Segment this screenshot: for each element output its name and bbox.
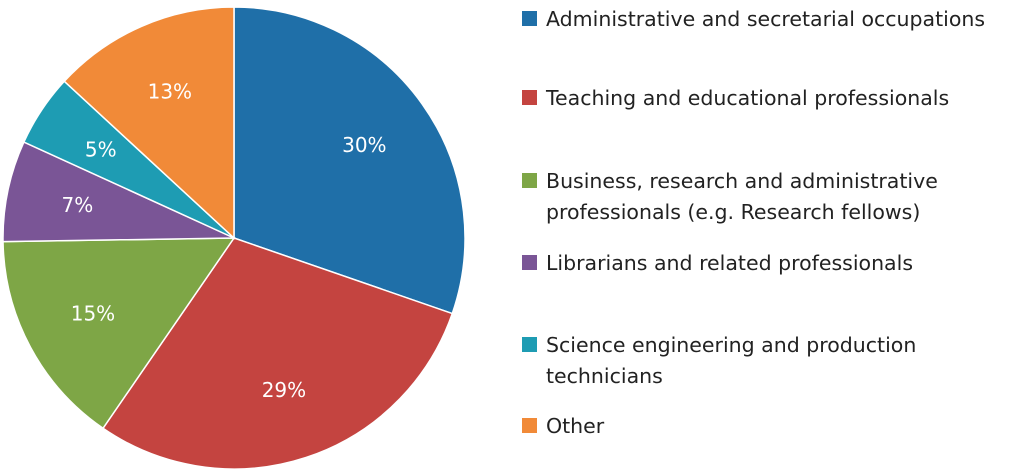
legend-swatch-science [522,337,537,352]
slice-label-teaching: 29% [262,378,306,402]
legend-swatch-administrative [522,11,537,26]
legend-label-librarians: Librarians and related professionals [546,251,913,275]
pie-slice-librarians [2,141,235,243]
legend-label-teaching: Teaching and educational professionals [546,86,950,110]
legend-label-science: Science engineering and production techn… [546,333,917,388]
legend-item-librarians: Librarians and related professionals [522,248,1016,279]
slice-label-administrative: 30% [342,133,386,157]
legend-item-administrative: Administrative and secretarial occupatio… [522,4,1016,35]
legend-label-other: Other [546,414,605,438]
slice-label-librarians: 7% [62,193,94,217]
pie-chart: 30% 29% 15% 7% 5% 13% [2,6,466,470]
pie-slice-labels: 30% 29% 15% 7% 5% 13% [62,79,387,402]
legend-swatch-other [522,418,537,433]
slice-label-business: 15% [71,302,115,326]
legend-swatch-business [522,173,537,188]
legend-swatch-librarians [522,255,537,270]
legend-item-teaching: Teaching and educational professionals [522,83,1016,114]
legend-item-other: Other [522,411,1016,442]
pie-slice-administrative [233,6,466,315]
legend-label-administrative: Administrative and secretarial occupatio… [546,7,986,31]
legend-item-business: Business, research and administrative pr… [522,166,1016,228]
slice-label-other: 13% [148,79,192,103]
pie-slices [2,6,466,470]
slice-label-science: 5% [85,137,117,161]
legend-swatch-teaching [522,90,537,105]
pie-slice-other [63,6,235,240]
legend-item-science: Science engineering and production techn… [522,330,1016,392]
legend-label-business: Business, research and administrative pr… [546,169,938,224]
pie-slice-teaching [101,237,454,470]
pie-slice-business [2,237,236,430]
